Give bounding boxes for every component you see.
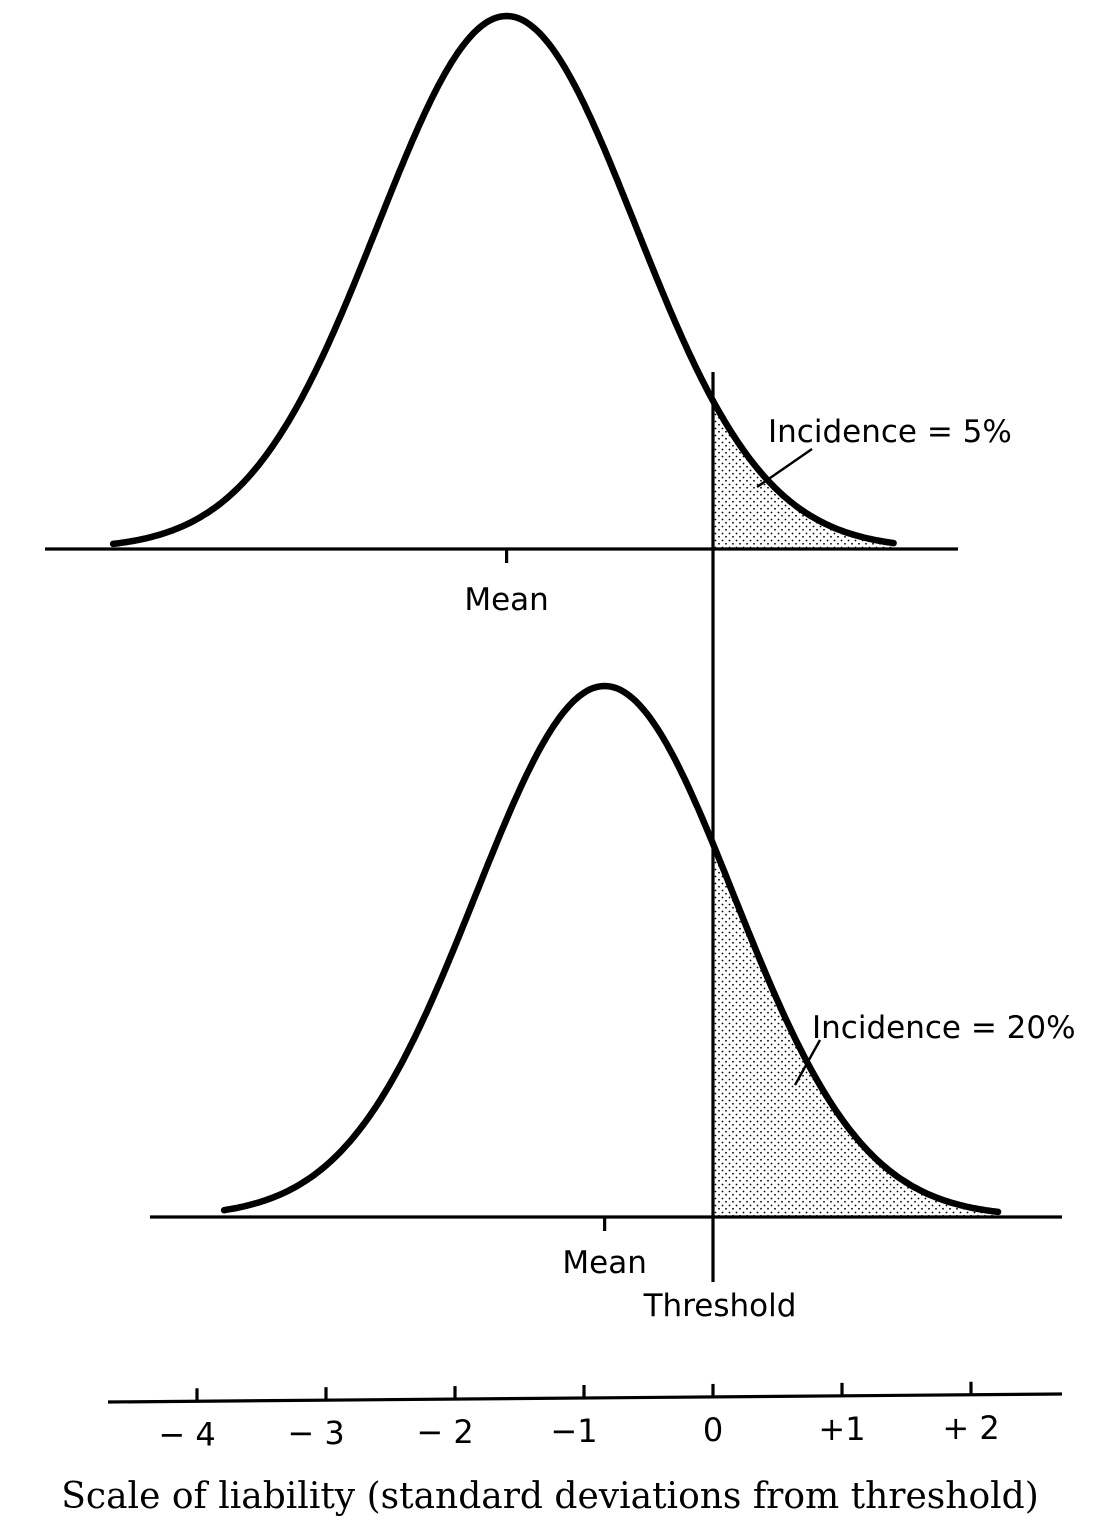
scale-tick-label-5: +1 bbox=[818, 1410, 865, 1448]
scale-caption: Scale of liability (standard deviations … bbox=[61, 1476, 1038, 1517]
scale-tick-label-4: 0 bbox=[703, 1411, 723, 1449]
scale-tick-label-3: −1 bbox=[550, 1412, 597, 1450]
liability-scale-axis: − 4 − 3 − 2 −1 0 +1 + 2 bbox=[107, 1381, 1063, 1453]
bottom-distribution-curve bbox=[220, 682, 1002, 1216]
scale-tick-label-1: − 3 bbox=[287, 1414, 344, 1452]
bottom-incidence-shaded-area bbox=[713, 843, 999, 1217]
top-panel: Mean Incidence = 5% bbox=[45, 12, 1012, 618]
scale-tick-label-6: + 2 bbox=[942, 1409, 999, 1447]
top-distribution-curve bbox=[109, 12, 897, 548]
bottom-mean-label: Mean bbox=[562, 1245, 646, 1281]
threshold-label: Threshold bbox=[643, 1288, 797, 1324]
top-mean-label: Mean bbox=[464, 582, 548, 618]
bottom-panel: Mean Incidence = 20% bbox=[150, 682, 1076, 1281]
scale-tick-label-0: − 4 bbox=[158, 1415, 215, 1453]
bottom-incidence-leader-line bbox=[793, 1039, 822, 1086]
top-incidence-leader-line bbox=[756, 448, 813, 488]
top-incidence-label: Incidence = 5% bbox=[768, 414, 1012, 450]
bottom-incidence-label: Incidence = 20% bbox=[812, 1010, 1076, 1046]
top-incidence-shaded-area bbox=[713, 400, 894, 549]
scale-tick-label-2: − 2 bbox=[416, 1413, 473, 1451]
